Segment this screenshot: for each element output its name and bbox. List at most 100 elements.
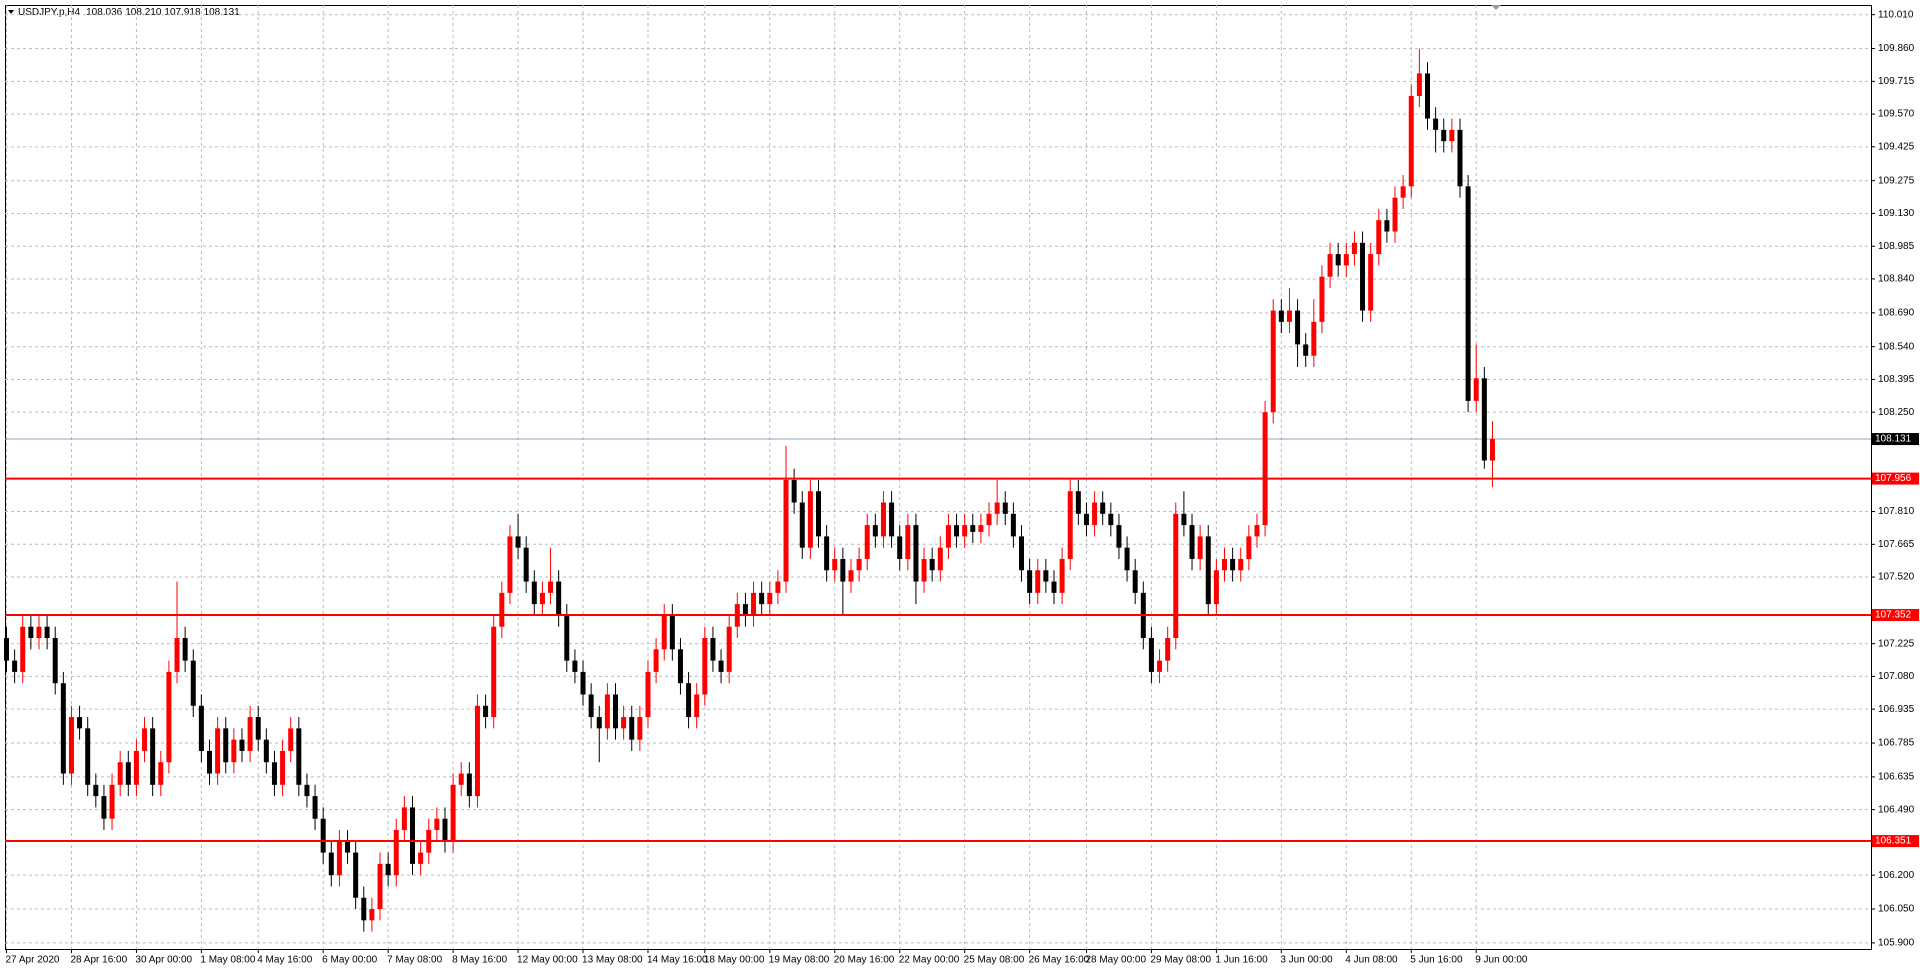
shift-marker — [1491, 5, 1501, 10]
level-label: 106.351 — [1875, 836, 1912, 847]
candle-body — [1457, 129, 1463, 187]
candle-body — [1027, 570, 1033, 593]
candle-body — [247, 717, 253, 751]
candle-body — [686, 683, 692, 718]
candle-body — [36, 626, 42, 639]
candle-body — [848, 570, 854, 582]
candle-body — [1035, 570, 1041, 593]
x-tick-label: 3 Jun 00:00 — [1280, 955, 1333, 966]
ohlc-low: 107.918 — [164, 7, 201, 18]
ohlc-close: 108.131 — [204, 7, 241, 18]
candle-body — [312, 796, 318, 819]
candle-body — [791, 479, 797, 503]
candle-body — [1262, 412, 1268, 526]
candle-body — [1213, 570, 1219, 605]
candle-body — [1246, 536, 1252, 559]
candle-body — [694, 694, 700, 718]
candle-body — [783, 479, 789, 582]
y-tick-label: 109.130 — [1878, 208, 1915, 219]
candle-body — [1270, 310, 1276, 413]
candle-body — [856, 558, 862, 571]
y-tick-label: 108.840 — [1878, 274, 1915, 285]
candle-body — [1473, 378, 1479, 401]
candle-body — [629, 717, 635, 740]
candle-body — [937, 547, 943, 571]
candle-body — [1148, 638, 1154, 672]
symbol: USDJPY.p,H4 — [18, 7, 81, 18]
candle-body — [288, 728, 294, 751]
candle-body — [824, 536, 830, 571]
candle-body — [345, 841, 351, 853]
candle-body — [1481, 378, 1487, 461]
candle-body — [1043, 570, 1049, 582]
candle-body — [556, 581, 562, 616]
x-tick-label: 7 May 08:00 — [387, 955, 442, 966]
candle-body — [1222, 558, 1227, 571]
level-label: 107.956 — [1875, 473, 1912, 484]
candle-body — [158, 762, 164, 785]
candle-body — [1197, 536, 1203, 559]
candle-body — [621, 717, 627, 729]
candle-body — [418, 852, 424, 864]
candle-body — [1384, 220, 1390, 232]
candle-body — [1181, 513, 1187, 526]
candle-body — [539, 592, 545, 605]
candle-body — [1360, 242, 1366, 311]
candle-body — [491, 626, 497, 718]
y-tick-label: 106.935 — [1878, 704, 1915, 715]
candle-body — [1416, 73, 1422, 97]
candle-body — [1400, 186, 1406, 198]
candle-body — [361, 897, 367, 921]
candle-body — [897, 536, 903, 559]
x-tick-label: 28 May 00:00 — [1085, 955, 1146, 966]
x-tick-label: 9 Jun 00:00 — [1475, 955, 1528, 966]
y-tick-label: 109.860 — [1878, 43, 1915, 54]
candle-body — [564, 615, 570, 661]
x-tick-label: 20 May 16:00 — [834, 955, 895, 966]
candle-body — [1286, 310, 1292, 322]
candle-body — [702, 638, 708, 695]
candle-body — [466, 773, 472, 797]
candle-body — [458, 773, 464, 785]
candle-body — [328, 852, 334, 876]
level-label: 107.352 — [1875, 610, 1912, 621]
candle-body — [515, 536, 521, 548]
candle-body — [726, 626, 732, 672]
candle-body — [101, 796, 107, 819]
candle-body — [1092, 502, 1098, 526]
candle-body — [588, 694, 594, 718]
x-tick-label: 4 May 16:00 — [257, 955, 312, 966]
candle-body — [474, 705, 480, 797]
y-tick-label: 106.635 — [1878, 772, 1915, 783]
candle-body — [1343, 254, 1349, 266]
candle-body — [1408, 96, 1414, 187]
candle-body — [596, 717, 602, 729]
candle-body — [921, 558, 927, 582]
candle-body — [962, 525, 968, 537]
candle-body — [832, 558, 838, 571]
candle-body — [1116, 525, 1122, 548]
candle-body — [775, 581, 781, 593]
candle-body — [718, 660, 724, 672]
candle-body — [133, 750, 139, 785]
y-tick-label: 106.490 — [1878, 804, 1915, 815]
x-tick-label: 8 May 16:00 — [452, 955, 507, 966]
candle-body — [142, 728, 148, 751]
candle-body — [12, 660, 18, 672]
candle-body — [450, 784, 456, 842]
candle-body — [223, 728, 229, 763]
candle-body — [710, 638, 716, 661]
candle-body — [816, 491, 821, 537]
candle-body — [1173, 513, 1179, 639]
candle-body — [410, 807, 415, 864]
candle-body — [767, 592, 773, 605]
header-arrow — [8, 10, 14, 14]
y-tick-label: 109.570 — [1878, 109, 1915, 120]
x-tick-label: 1 May 08:00 — [200, 955, 255, 966]
candle-body — [913, 525, 919, 582]
x-tick-label: 18 May 00:00 — [704, 955, 765, 966]
candle-body — [1132, 570, 1138, 593]
x-tick-label: 28 Apr 16:00 — [70, 955, 127, 966]
candle-body — [653, 649, 659, 672]
